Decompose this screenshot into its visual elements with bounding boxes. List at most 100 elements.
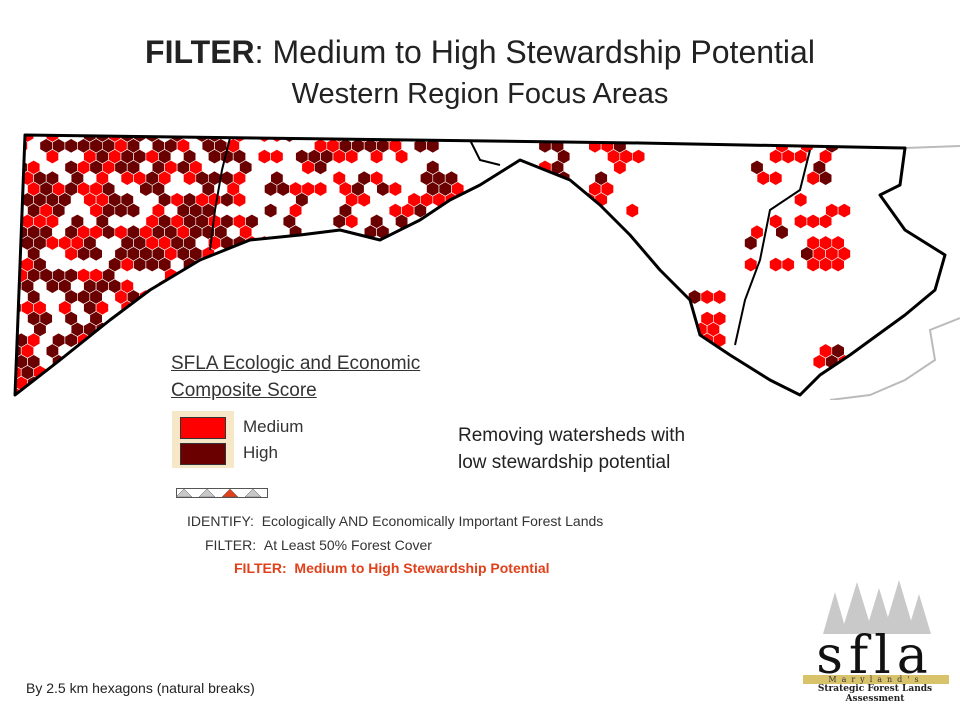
- page-subtitle: Western Region Focus Areas: [291, 78, 669, 110]
- hexagon-cell: [713, 289, 727, 305]
- hexagon-cell: [208, 300, 222, 316]
- hexagon-cell: [208, 321, 222, 337]
- hexagon-cell: [444, 213, 459, 229]
- hexagon-cell: [232, 257, 246, 273]
- step-identify-text: Ecologically AND Economically Important …: [261, 513, 604, 529]
- hexagon-cell: [282, 135, 296, 143]
- hexagon-cell: [232, 300, 246, 316]
- hexagon-cell: [613, 159, 627, 175]
- hexagon-cell: [133, 321, 147, 337]
- hexagon-cell: [769, 257, 783, 273]
- hexagon-cell: [83, 365, 97, 381]
- step-filter-forest-label: FILTER:: [205, 537, 257, 553]
- hexagon-cell: [806, 213, 820, 229]
- hexagon-cell: [819, 213, 833, 229]
- hexagon-cell: [108, 365, 122, 381]
- hexagon-cell: [176, 311, 190, 327]
- hexagon-cell: [195, 278, 209, 294]
- step-identify: IDENTIFY: Ecologically AND Economically …: [187, 513, 603, 529]
- sfla-logo: sfla Maryland's Strategic Forest Lands A…: [795, 578, 955, 704]
- hexagon-cell: [563, 203, 577, 219]
- hexagon-cell: [395, 235, 409, 251]
- step-progress-indicator: [176, 488, 268, 498]
- hexagon-cell: [270, 149, 284, 165]
- hexagon-cell: [451, 203, 465, 219]
- step-identify-label: IDENTIFY:: [187, 513, 254, 529]
- hexagon-cell: [370, 149, 384, 165]
- hexagon-cell: [226, 311, 240, 327]
- hexagon-cell: [432, 235, 446, 251]
- hexagon-cell: [151, 311, 165, 327]
- hexagon-cell: [214, 289, 228, 305]
- hexagon-cell: [158, 386, 172, 395]
- hexagon-cell: [102, 354, 116, 370]
- hexagon-cell: [307, 235, 321, 251]
- hexagon-cell: [257, 149, 272, 165]
- hexagon-cell: [176, 332, 190, 348]
- hexagon-cell: [195, 300, 209, 316]
- hexagon-cell: [313, 181, 328, 197]
- hexagon-cell: [89, 246, 103, 262]
- hexagon-cell: [208, 257, 222, 273]
- hexagon-cell: [77, 375, 91, 391]
- hexagon-cell: [388, 181, 402, 197]
- hexagon-cell: [189, 332, 203, 348]
- hexagon-cell: [214, 267, 228, 283]
- hexagon-cell: [794, 192, 808, 208]
- hexagon-cell: [550, 203, 565, 219]
- hexagon-cell: [126, 354, 140, 370]
- neighbor-state-outline: [829, 145, 960, 400]
- hexagon-cell: [158, 343, 172, 359]
- hexagon-cell: [769, 170, 783, 186]
- hexagon-cell: [15, 135, 22, 143]
- hexagon-cell: [151, 354, 165, 370]
- legend-swatch-high: [180, 443, 226, 465]
- hexagon-cell: [270, 135, 284, 143]
- hexagon-cell: [831, 257, 845, 273]
- hexagon-cell: [58, 365, 72, 381]
- hexagon-cell: [52, 375, 66, 391]
- hexagon-cell: [83, 386, 97, 395]
- hexagon-cell: [145, 365, 159, 381]
- hexagon-cell: [133, 365, 147, 381]
- hexagon-cell: [357, 192, 371, 208]
- page-title: FILTER: Medium to High Stewardship Poten…: [0, 34, 960, 71]
- hexagon-cell: [419, 235, 434, 251]
- hexagon-cell: [214, 332, 228, 348]
- hexagon-cell: [158, 365, 172, 381]
- hexagon-cell: [170, 321, 184, 337]
- hexagon-cell: [139, 332, 153, 348]
- hexagon-cell: [77, 354, 91, 370]
- hexagon-cell: [544, 192, 558, 208]
- hexagon-cell: [226, 289, 240, 305]
- hexagon-cell: [58, 386, 72, 395]
- hexagon-cell: [139, 311, 153, 327]
- legend-label-medium: Medium: [243, 417, 304, 436]
- legend-title-line2: Composite Score: [171, 380, 317, 401]
- tree-silhouette-icon: [823, 580, 931, 634]
- footnote: By 2.5 km hexagons (natural breaks): [26, 680, 255, 696]
- hexagon-cell: [775, 224, 789, 240]
- hexagon-cell: [120, 386, 134, 395]
- hexagon-cell: [170, 278, 184, 294]
- hexagon-cell: [145, 321, 159, 337]
- hexagon-cell: [133, 386, 147, 395]
- step-filter-forest: FILTER: At Least 50% Forest Cover: [205, 537, 432, 553]
- title-rest: : Medium to High Stewardship Potential: [254, 34, 815, 70]
- hexagon-cell: [232, 321, 246, 337]
- hexagon-cell: [114, 332, 128, 348]
- step-filter-forest-text: At Least 50% Forest Cover: [263, 537, 432, 553]
- hexagon-cell: [631, 149, 646, 165]
- hexagon-cell: [588, 138, 602, 154]
- legend-label-high: High: [243, 443, 278, 462]
- hexagon-cell: [126, 203, 140, 219]
- hexagon-cell: [825, 375, 839, 391]
- logo-band: Maryland's: [803, 675, 949, 684]
- hexagon-cell: [700, 289, 714, 305]
- hexagon-cell: [232, 192, 246, 208]
- hexagon-cell: [201, 311, 215, 327]
- step-marker-3-active: [221, 488, 239, 498]
- legend-swatch-medium: [180, 417, 226, 439]
- hexagon-cell: [457, 213, 471, 229]
- hexagon-cell: [744, 235, 758, 251]
